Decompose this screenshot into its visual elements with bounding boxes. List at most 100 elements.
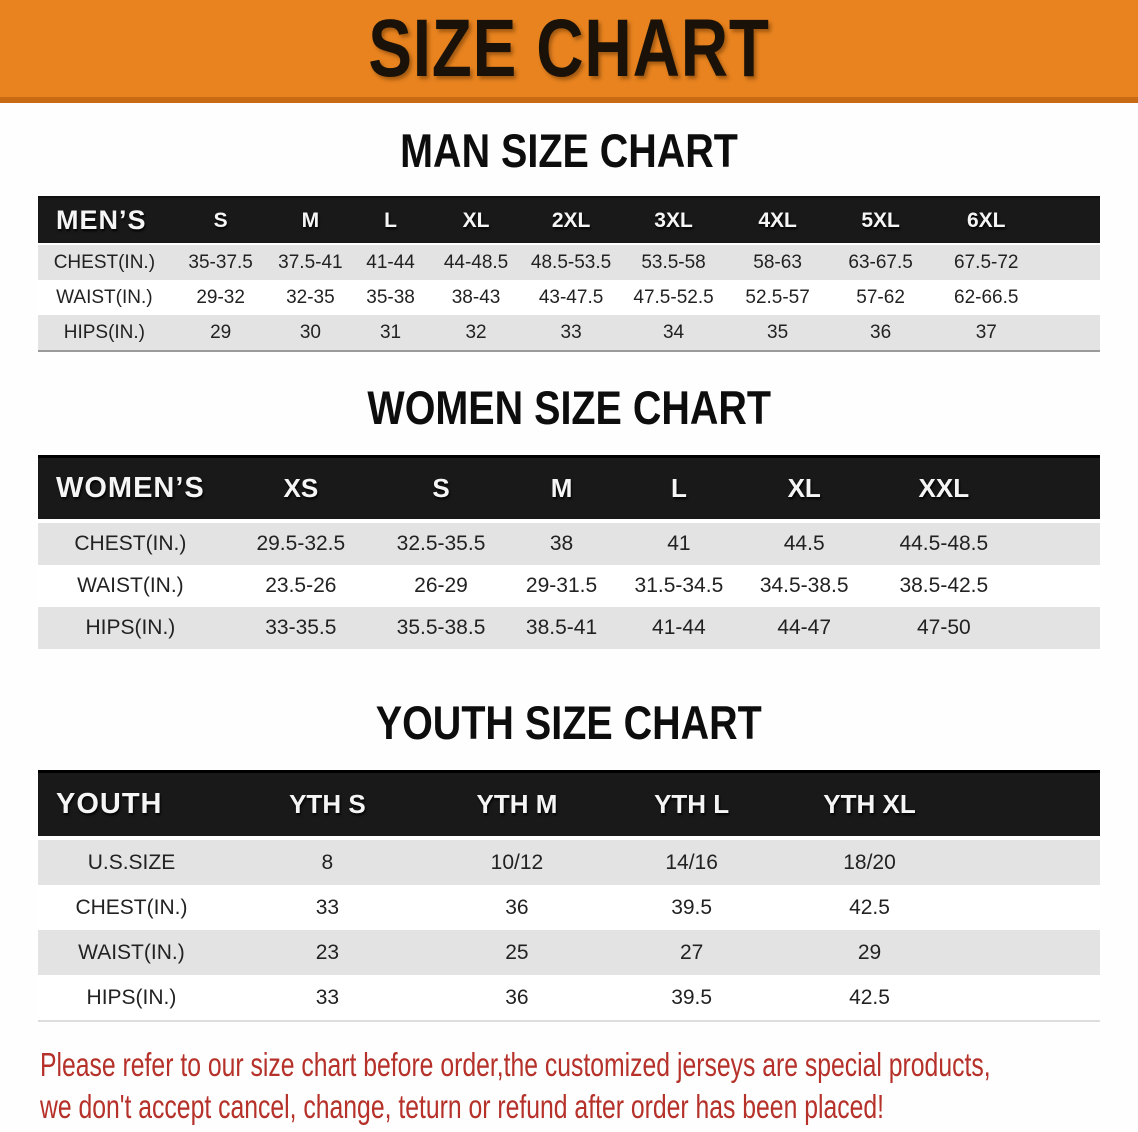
spacer-cell bbox=[960, 885, 1100, 930]
table-row: HIPS(IN.) 33 36 39.5 42.5 bbox=[38, 975, 1100, 1021]
women-column-header: XXL bbox=[918, 473, 970, 503]
size-value-cell: 29.5-32.5 bbox=[256, 532, 346, 555]
size-value-cell: 38 bbox=[549, 532, 574, 555]
spacer-cell bbox=[1017, 565, 1100, 607]
man-section-title-text: MAN SIZE CHART bbox=[400, 124, 738, 177]
size-value-cell: 29-32 bbox=[196, 286, 245, 308]
banner: SIZE CHART bbox=[0, 0, 1138, 103]
size-value-cell: 36 bbox=[870, 321, 892, 343]
man-column-header: 2XL bbox=[551, 208, 591, 232]
size-value-cell: 35 bbox=[767, 321, 789, 343]
spacer-cell bbox=[960, 975, 1100, 1021]
youth-section-title-text: YOUTH SIZE CHART bbox=[375, 696, 763, 749]
size-value-cell: 31 bbox=[379, 321, 402, 343]
spacer-cell bbox=[960, 772, 1100, 839]
women-header-row: WOMEN’S XS S M L XL XXL bbox=[38, 456, 1100, 521]
women-section-title: WOMEN SIZE CHART bbox=[0, 384, 1138, 431]
size-value-cell: 47.5-52.5 bbox=[633, 286, 714, 308]
row-label: HIPS(IN.) bbox=[86, 985, 177, 1009]
table-row: WAIST(IN.) 23.5-26 26-29 29-31.5 31.5-34… bbox=[38, 565, 1100, 607]
size-value-cell: 39.5 bbox=[671, 985, 713, 1009]
size-value-cell: 32-35 bbox=[286, 286, 335, 308]
man-size-table: MEN’S S M L XL 2XL 3XL 4XL 5XL 6XL CHEST… bbox=[38, 196, 1100, 352]
size-value-cell: 47-50 bbox=[916, 616, 971, 639]
size-value-cell: 23 bbox=[315, 940, 340, 964]
spacer-cell bbox=[1017, 607, 1100, 649]
size-value-cell: 62-66.5 bbox=[954, 286, 1019, 308]
man-column-header: M bbox=[301, 208, 320, 232]
size-value-cell: 67.5-72 bbox=[954, 251, 1019, 273]
table-row: CHEST(IN.) 29.5-32.5 32.5-35.5 38 41 44.… bbox=[38, 521, 1100, 565]
size-value-cell: 23.5-26 bbox=[265, 574, 337, 597]
size-value-cell: 10/12 bbox=[490, 850, 544, 874]
table-row: WAIST(IN.) 23 25 27 29 bbox=[38, 930, 1100, 975]
size-value-cell: 38.5-42.5 bbox=[899, 574, 989, 597]
women-section-title-text: WOMEN SIZE CHART bbox=[367, 381, 771, 434]
size-value-cell: 33 bbox=[315, 895, 340, 919]
youth-column-header: YTH XL bbox=[823, 789, 916, 819]
size-value-cell: 43-47.5 bbox=[538, 286, 604, 308]
size-value-cell: 48.5-53.5 bbox=[530, 251, 612, 273]
size-value-cell: 14/16 bbox=[665, 850, 718, 874]
size-value-cell: 33-35.5 bbox=[265, 616, 337, 639]
man-column-header: 6XL bbox=[967, 208, 1006, 232]
youth-column-header: YTH M bbox=[476, 789, 558, 819]
man-column-header: 3XL bbox=[654, 208, 693, 232]
women-column-header: M bbox=[550, 473, 573, 503]
spacer-cell bbox=[960, 930, 1100, 975]
man-column-header: L bbox=[384, 208, 397, 232]
man-column-header: XL bbox=[462, 208, 490, 232]
size-value-cell: 33 bbox=[315, 985, 340, 1009]
size-value-cell: 63-67.5 bbox=[848, 251, 913, 273]
size-value-cell: 29 bbox=[210, 321, 232, 343]
table-row: WAIST(IN.) 29-32 32-35 35-38 38-43 43-47… bbox=[38, 280, 1100, 315]
banner-title: SIZE CHART bbox=[368, 2, 770, 94]
women-column-header: S bbox=[432, 473, 450, 503]
spacer-cell bbox=[1040, 244, 1100, 280]
size-value-cell: 25 bbox=[505, 940, 529, 964]
size-value-cell: 36 bbox=[505, 985, 529, 1009]
size-value-cell: 31.5-34.5 bbox=[634, 574, 724, 597]
table-row: HIPS(IN.) 33-35.5 35.5-38.5 38.5-41 41-4… bbox=[38, 607, 1100, 649]
size-value-cell: 26-29 bbox=[414, 574, 468, 597]
spacer-cell bbox=[960, 838, 1100, 885]
youth-table-corner-label: YOUTH bbox=[56, 788, 163, 820]
size-value-cell: 41 bbox=[667, 532, 691, 555]
size-value-cell: 18/20 bbox=[843, 850, 896, 874]
size-value-cell: 38-43 bbox=[451, 286, 501, 308]
man-header-row: MEN’S S M L XL 2XL 3XL 4XL 5XL 6XL bbox=[38, 197, 1100, 244]
size-value-cell: 41-44 bbox=[652, 616, 706, 639]
size-value-cell: 32 bbox=[465, 321, 487, 343]
row-label: U.S.SIZE bbox=[87, 850, 176, 874]
size-value-cell: 34 bbox=[662, 321, 685, 343]
disclaimer-line-2: we don't accept cancel, change, teturn o… bbox=[40, 1088, 885, 1125]
size-value-cell: 27 bbox=[679, 940, 704, 964]
spacer-cell bbox=[1040, 315, 1100, 351]
size-value-cell: 34.5-38.5 bbox=[759, 574, 849, 597]
youth-size-table: YOUTH YTH S YTH M YTH L YTH XL U.S.SIZE … bbox=[38, 770, 1100, 1022]
size-value-cell: 52.5-57 bbox=[745, 286, 810, 308]
youth-column-header: YTH S bbox=[289, 789, 366, 819]
women-column-header: XL bbox=[787, 473, 821, 503]
row-label: WAIST(IN.) bbox=[78, 940, 185, 964]
size-value-cell: 37 bbox=[975, 321, 997, 343]
size-value-cell: 53.5-58 bbox=[641, 251, 706, 273]
row-label: CHEST(IN.) bbox=[53, 251, 156, 273]
size-value-cell: 44.5 bbox=[783, 532, 825, 555]
spacer-cell bbox=[1040, 197, 1100, 244]
size-value-cell: 41-44 bbox=[366, 251, 415, 273]
size-value-cell: 42.5 bbox=[849, 895, 890, 919]
man-column-header: S bbox=[213, 208, 228, 232]
size-value-cell: 42.5 bbox=[849, 985, 890, 1009]
table-row: CHEST(IN.) 35-37.5 37.5-41 41-44 44-48.5… bbox=[38, 244, 1100, 280]
disclaimer: Please refer to our size chart before or… bbox=[40, 1044, 1138, 1128]
man-column-header: 4XL bbox=[758, 208, 797, 232]
size-value-cell: 58-63 bbox=[753, 251, 802, 273]
size-value-cell: 29-31.5 bbox=[525, 574, 598, 597]
spacer-cell bbox=[1040, 280, 1100, 315]
size-value-cell: 35-38 bbox=[366, 286, 415, 308]
size-value-cell: 39.5 bbox=[671, 895, 713, 919]
man-table-corner-label: MEN’S bbox=[56, 205, 147, 235]
size-value-cell: 38.5-41 bbox=[525, 616, 598, 639]
women-table-corner-label: WOMEN’S bbox=[56, 472, 205, 504]
